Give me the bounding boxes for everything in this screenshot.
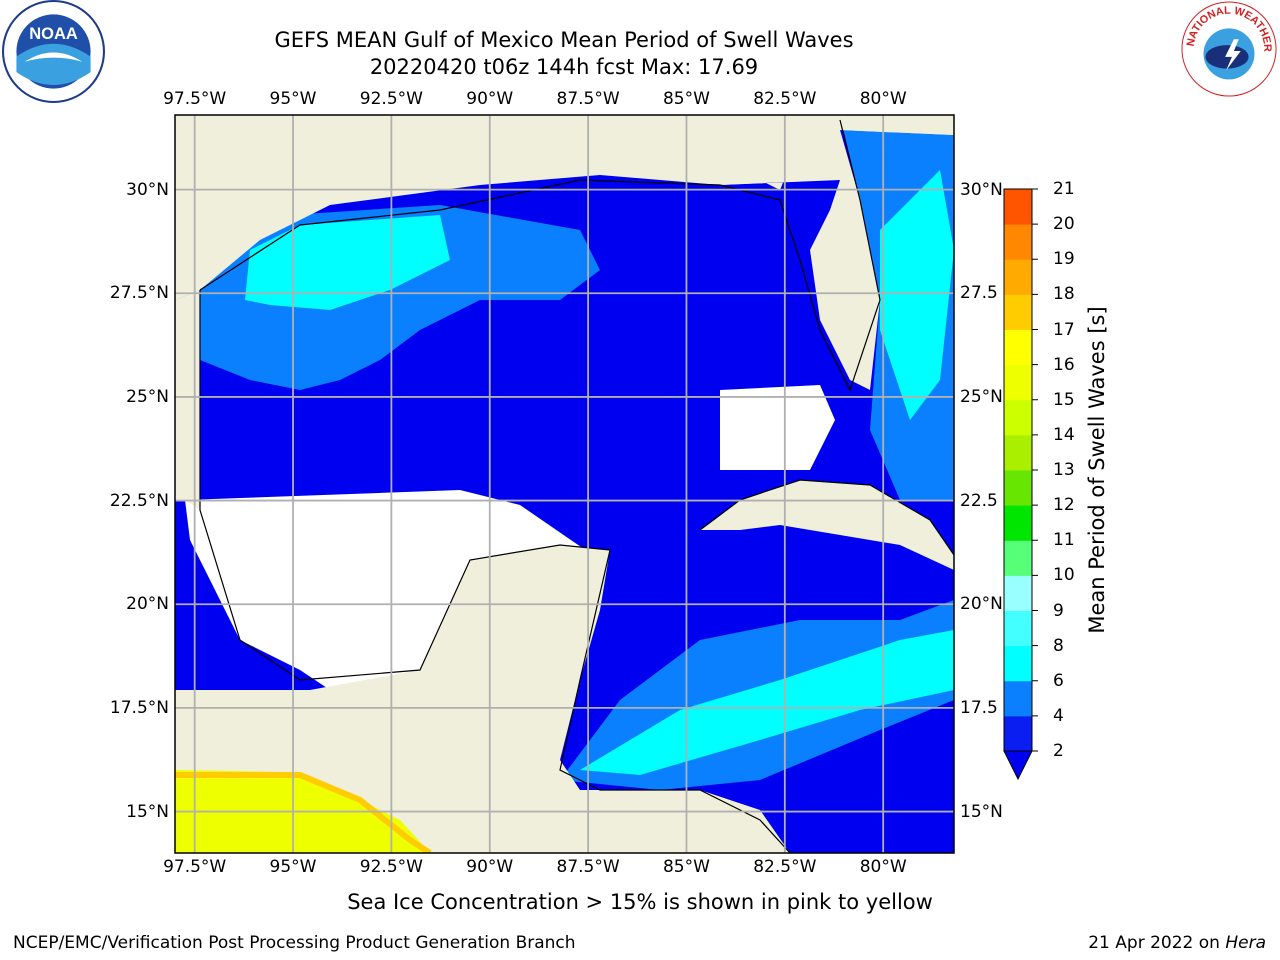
lat-tick-left: 30°N <box>126 179 169 200</box>
lon-tick-top: 97.5°W <box>163 89 227 109</box>
footer-date: 21 Apr 2022 on Hera <box>1088 933 1266 953</box>
noaa-logo: NOAA <box>2 0 105 103</box>
lat-tick-right: 15°N <box>960 801 1003 822</box>
colorbar-segment <box>1004 575 1032 611</box>
sea-ice-edge <box>175 772 432 853</box>
lat-tick-right: 25°N <box>960 386 1003 407</box>
land-mexico-central-america <box>175 545 790 853</box>
land-texas <box>175 290 200 510</box>
colorbar-segment <box>1004 680 1032 717</box>
colorbar-segment <box>1004 540 1032 576</box>
map-frame <box>174 114 955 854</box>
lat-tick-left: 27.5°N <box>109 283 169 304</box>
lat-tick-left: 25°N <box>126 386 169 407</box>
footer-credit: NCEP/EMC/Verification Post Processing Pr… <box>13 933 576 953</box>
noaa-logo-text: NOAA <box>29 25 78 43</box>
colorbar-tick-label: 11 <box>1053 530 1075 551</box>
lon-tick-bottom: 95°W <box>269 857 317 877</box>
missing-data-florida-straits <box>720 385 835 470</box>
lat-tick-right: 22.5 <box>960 490 998 511</box>
colorbar-segment <box>1004 329 1032 366</box>
lon-tick-bottom: 82.5°W <box>753 857 817 877</box>
colorbar-tick-label: 18 <box>1053 284 1075 305</box>
colorbar-tick-label: 2 <box>1053 741 1064 761</box>
colorbar-tick-label: 16 <box>1053 354 1075 375</box>
footer-machine: Hera <box>1225 933 1266 953</box>
lon-tick-bottom: 90°W <box>466 857 514 877</box>
lon-tick-top: 80°W <box>859 89 907 109</box>
lon-tick-top: 85°W <box>662 89 710 109</box>
lon-tick-bottom: 85°W <box>662 857 710 877</box>
colorbar-tick-label: 10 <box>1053 565 1075 586</box>
lat-tick-right: 27.5 <box>960 283 998 304</box>
national-weather-service-logo: NATIONAL WEATHER SERVICE <box>1180 0 1277 97</box>
colorbar-segment <box>1004 189 1032 225</box>
colorbar-under-arrow <box>1003 750 1033 781</box>
colorbar-tick-label: 14 <box>1053 424 1075 445</box>
lat-tick-left: 17.5°N <box>109 697 169 718</box>
lon-tick-top: 95°W <box>269 89 317 109</box>
swell-region-caribbean-inner <box>580 630 954 775</box>
lat-tick-right: 17.5 <box>960 697 998 718</box>
land-north-america <box>175 115 954 300</box>
colorbar-segment <box>1004 399 1032 436</box>
colorbar-tick-label: 4 <box>1053 705 1064 726</box>
colorbar-tick-label: 8 <box>1053 635 1064 656</box>
lon-tick-top: 92.5°W <box>359 89 423 109</box>
lat-tick-left: 15°N <box>126 801 169 822</box>
colorbar-tick-label: 19 <box>1053 249 1075 270</box>
colorbar-segment <box>1004 505 1032 541</box>
map-title: GEFS MEAN Gulf of Mexico Mean Period of … <box>274 28 854 52</box>
lon-tick-bottom: 80°W <box>859 857 907 877</box>
colorbar-segment <box>1004 470 1032 506</box>
colorbar-tick-label: 12 <box>1053 495 1075 516</box>
land-cuba <box>700 480 954 570</box>
land-florida <box>720 115 954 390</box>
lat-tick-left: 22.5°N <box>109 490 169 511</box>
colorbar-tick-label: 15 <box>1053 389 1075 410</box>
lon-tick-top: 90°W <box>466 89 514 109</box>
colorbar-tick-label: 17 <box>1053 319 1075 340</box>
colorbar-tick-label: 9 <box>1053 600 1064 621</box>
colorbar-tick-label: 6 <box>1053 670 1064 691</box>
lat-tick-right: 20°N <box>960 594 1003 615</box>
colorbar-segment <box>1004 224 1032 260</box>
lon-tick-top: 87.5°W <box>556 89 620 109</box>
colorbar-tick-label: 13 <box>1053 460 1075 480</box>
colorbar-segment <box>1004 434 1032 471</box>
colorbar-segment <box>1004 259 1032 295</box>
colorbar-tick-label: 21 <box>1053 179 1075 199</box>
lon-tick-top: 82.5°W <box>753 89 817 109</box>
sea-ice-note: Sea Ice Concentration > 15% is shown in … <box>347 890 933 914</box>
coastline-0 <box>199 119 881 392</box>
swell-region-atlantic-inner <box>880 170 954 420</box>
colorbar-segment <box>1004 715 1032 752</box>
lon-tick-bottom: 92.5°W <box>359 857 423 877</box>
colorbar-segment <box>1004 645 1032 682</box>
colorbar-segment <box>1004 610 1032 647</box>
swell-region-northwest <box>245 215 450 310</box>
map-subtitle: 20220420 t06z 144h fcst Max: 17.69 <box>369 55 759 79</box>
lon-tick-bottom: 87.5°W <box>556 857 620 877</box>
lat-tick-right: 30°N <box>960 179 1003 200</box>
colorbar-segment <box>1004 294 1032 330</box>
colorbar-segment <box>1004 364 1032 401</box>
lat-tick-left: 20°N <box>126 594 169 615</box>
coastline-2 <box>699 479 954 556</box>
colorbar-label: Mean Period of Swell Waves [s] <box>1085 306 1109 634</box>
colorbar-tick-label: 20 <box>1053 214 1075 235</box>
coastline-1 <box>199 290 791 853</box>
lon-tick-bottom: 97.5°W <box>163 857 227 877</box>
